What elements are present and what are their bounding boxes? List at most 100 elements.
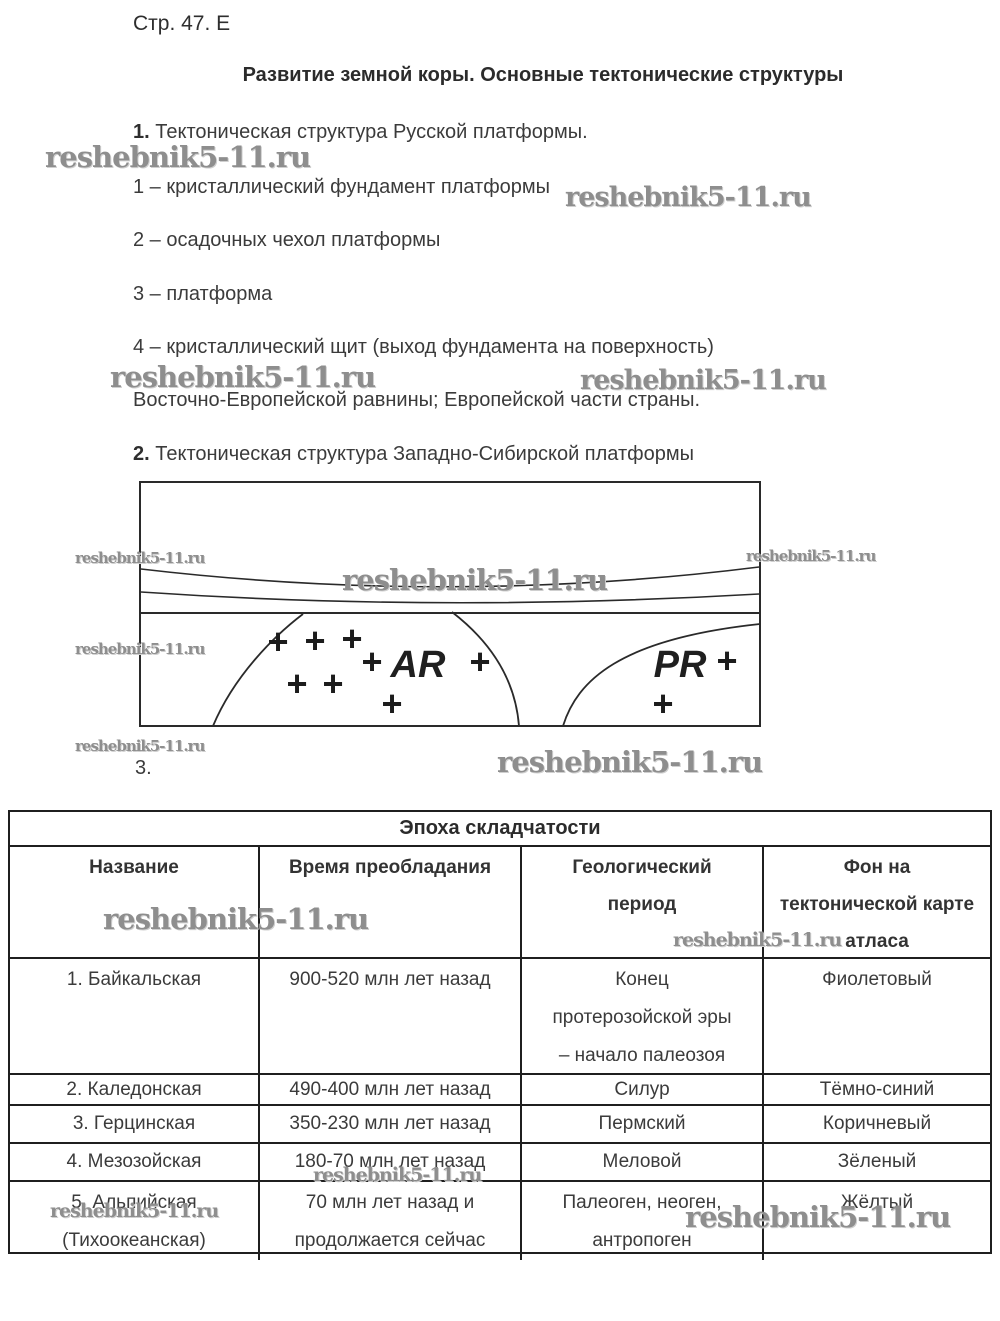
cell-period: Меловой (522, 1144, 764, 1180)
table-row-alpine: 5. Альпийская (Тихоокеанская) 70 млн лет… (10, 1182, 990, 1260)
cell-line: Фиолетовый (822, 969, 932, 990)
task-2-number: 2. (133, 443, 150, 465)
header-line: Название (89, 857, 179, 878)
task-1-number: 1. (133, 121, 150, 143)
header-name: Название (10, 847, 260, 960)
plus-icon: + (322, 663, 343, 704)
watermark: reshebnik5-11.ru (75, 737, 205, 755)
cell-line: (Тихоокеанская) (62, 1230, 206, 1251)
watermark: reshebnik5-11.ru (110, 360, 376, 394)
plus-icon: + (341, 618, 362, 659)
watermark: reshebnik5-11.ru (75, 549, 205, 567)
note-line: Восточно-Европейской равнины; Европейско… (133, 389, 701, 411)
sediment-layer-curve-1 (140, 566, 760, 588)
header-line: тектонической карте (779, 894, 975, 915)
table-row-mesozoic: 4. Мезозойская 180-70 млн лет назад Мело… (10, 1144, 990, 1182)
cell-line: 1. Байкальская (66, 969, 202, 990)
task-1: 1. Тектоническая структура Русской платф… (133, 121, 588, 144)
watermark: reshebnik5-11.ru (103, 902, 369, 936)
cell-line: – начало палеозоя (558, 1045, 726, 1066)
plus-icon: + (286, 663, 307, 704)
table-header-row: Название Время преобладания Геологически… (10, 847, 990, 960)
cell-name: 2. Каледонская (10, 1075, 260, 1104)
plus-icon: + (381, 683, 402, 724)
cell-time: 70 млн лет назад и продолжается сейчас (260, 1182, 522, 1260)
watermark: reshebnik5-11.ru (497, 745, 763, 779)
table-title: Эпоха складчатости (10, 812, 990, 847)
cell-line: 70 млн лет назад и (305, 1192, 475, 1213)
cell-line: 900-520 млн лет назад (289, 969, 491, 990)
cell-time: 900-520 млн лет назад (260, 959, 522, 1075)
watermark: reshebnik5-11.ru (45, 140, 311, 174)
cell-line: Конец (615, 969, 669, 990)
header-line: период (607, 894, 677, 915)
watermark: reshebnik5-11.ru (673, 929, 842, 951)
header-line: Время преобладания (288, 857, 492, 878)
task-2-text: Тектоническая структура Западно-Сибирско… (155, 443, 694, 465)
diagram-border (139, 481, 761, 727)
header-time: Время преобладания (260, 847, 522, 960)
cell-name: 5. Альпийская (Тихоокеанская) (10, 1182, 260, 1260)
plus-icon: + (652, 683, 673, 724)
table-row-baikal: 1. Байкальская 900-520 млн лет назад Кон… (10, 959, 990, 1075)
cell-name: 1. Байкальская (10, 959, 260, 1075)
header-map-color: Фон на тектонической карте атласа (764, 847, 990, 960)
cell-period: Конец протерозойской эры – начало палеоз… (522, 959, 764, 1075)
task-2: 2. Тектоническая структура Западно-Сибир… (133, 443, 694, 466)
ar-dome-right-curve (451, 611, 520, 727)
cell-color: Жёлтый (764, 1182, 990, 1260)
cell-period: Силур (522, 1075, 764, 1104)
cell-color: Тёмно-синий (819, 1078, 935, 1100)
cell-line: антропоген (592, 1230, 692, 1251)
cell-period: Палеоген, неоген, антропоген (522, 1182, 764, 1260)
watermark: reshebnik5-11.ru (50, 1200, 219, 1222)
cell-period: Пермский (522, 1106, 764, 1142)
pr-era-label: PR (654, 644, 707, 686)
cell-line: протерозойской эры (552, 1007, 732, 1028)
watermark: reshebnik5-11.ru (565, 182, 812, 213)
page-title: Развитие земной коры. Основные тектониче… (242, 64, 844, 86)
legend-item-4: 4 – кристаллический щит (выход фундамент… (133, 336, 714, 358)
plus-icon: + (469, 641, 490, 682)
plus-icon: + (304, 620, 325, 661)
cell-time: 490-400 млн лет назад (260, 1075, 522, 1104)
ar-dome-left-curve (212, 613, 304, 727)
plus-icon: + (361, 641, 382, 682)
cell-color: Фиолетовый (764, 959, 990, 1075)
cell-line: Палеоген, неоген, (562, 1192, 722, 1213)
watermark: reshebnik5-11.ru (342, 563, 608, 597)
watermark: reshebnik5-11.ru (746, 547, 876, 565)
sediment-layer-curve-2 (140, 591, 760, 604)
cell-color: Коричневый (822, 1113, 932, 1134)
ar-era-label: AR (390, 644, 446, 686)
plus-icon: + (716, 640, 737, 681)
cell-line: продолжается сейчас (294, 1230, 486, 1251)
watermark: reshebnik5-11.ru (313, 1164, 482, 1186)
legend-item-2: 2 – осадочных чехол платформы (133, 229, 441, 251)
cell-name: 3. Герцинская (10, 1106, 260, 1142)
cell-time: 180-70 млн лет назад (260, 1144, 522, 1180)
pr-dome-left-curve (562, 623, 761, 727)
header-period: Геологический период (522, 847, 764, 960)
watermark: reshebnik5-11.ru (580, 365, 827, 396)
folding-epochs-table: Эпоха складчатости Название Время преобл… (8, 810, 992, 1260)
plus-icon: + (267, 621, 288, 662)
watermark: reshebnik5-11.ru (685, 1200, 951, 1234)
table-row-caledonian: 2. Каледонская 490-400 млн лет назад Сил… (10, 1075, 990, 1106)
cell-line: 5. Альпийская (71, 1192, 197, 1213)
cell-name: 4. Мезозойская (10, 1144, 260, 1180)
legend-item-1: 1 – кристаллический фундамент платформы (133, 176, 551, 198)
header-line: Геологический (572, 857, 712, 878)
table-row-hercynian: 3. Герцинская 350-230 млн лет назад Перм… (10, 1106, 990, 1144)
plus-symbol-group: + + + + + + + + + + (267, 618, 737, 724)
task-3-number: 3. (135, 757, 152, 779)
page-ref: Стр. 47. Е (133, 12, 231, 35)
header-line: атласа (845, 931, 909, 952)
legend-item-3: 3 – платформа (133, 283, 273, 305)
cell-color: Зёленый (837, 1151, 917, 1172)
cell-time: 350-230 млн лет назад (260, 1106, 522, 1142)
header-line: Фон на (843, 857, 911, 878)
task-1-text: Тектоническая структура Русской платформ… (155, 121, 588, 143)
cell-line: Жёлтый (840, 1192, 914, 1213)
